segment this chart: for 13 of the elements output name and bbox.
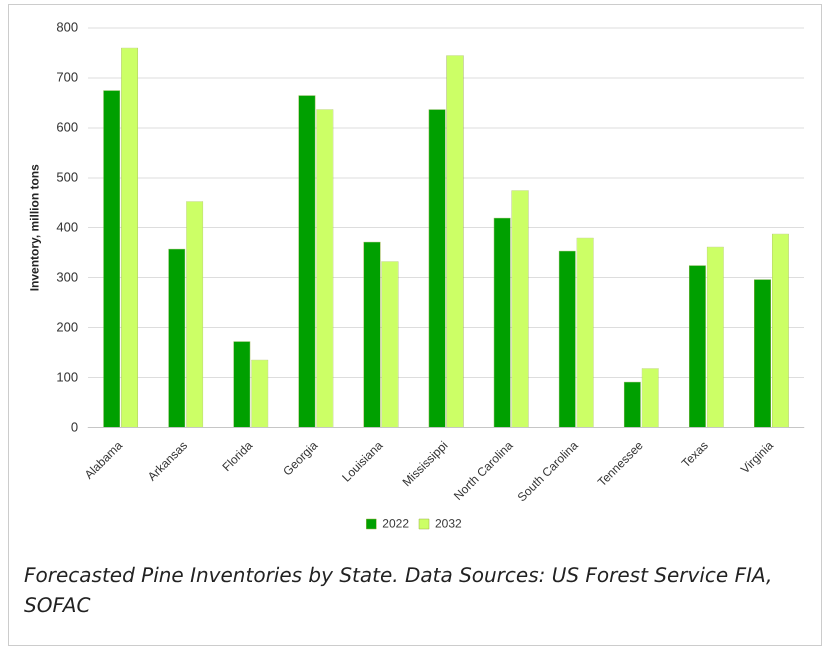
y-tick-label: 400 — [56, 219, 78, 234]
y-tick-label: 600 — [56, 119, 78, 134]
y-tick-label: 300 — [56, 269, 78, 284]
y-tick-label: 100 — [56, 369, 78, 384]
y-tick-label: 200 — [56, 319, 78, 334]
y-tick-label: 700 — [56, 69, 78, 84]
y-tick-label: 800 — [56, 19, 78, 34]
y-tick-label: 500 — [56, 169, 78, 184]
legend-label: 2032 — [435, 516, 462, 530]
y-tick-label: 0 — [70, 419, 78, 434]
text: Forecasted Pine Inventories by State. Data Sources: US Forest Service FIA, SOFAC — [24, 562, 774, 619]
y-axis-title: Inventory, million tons — [28, 164, 42, 292]
legend-label: 2022 — [382, 516, 410, 530]
